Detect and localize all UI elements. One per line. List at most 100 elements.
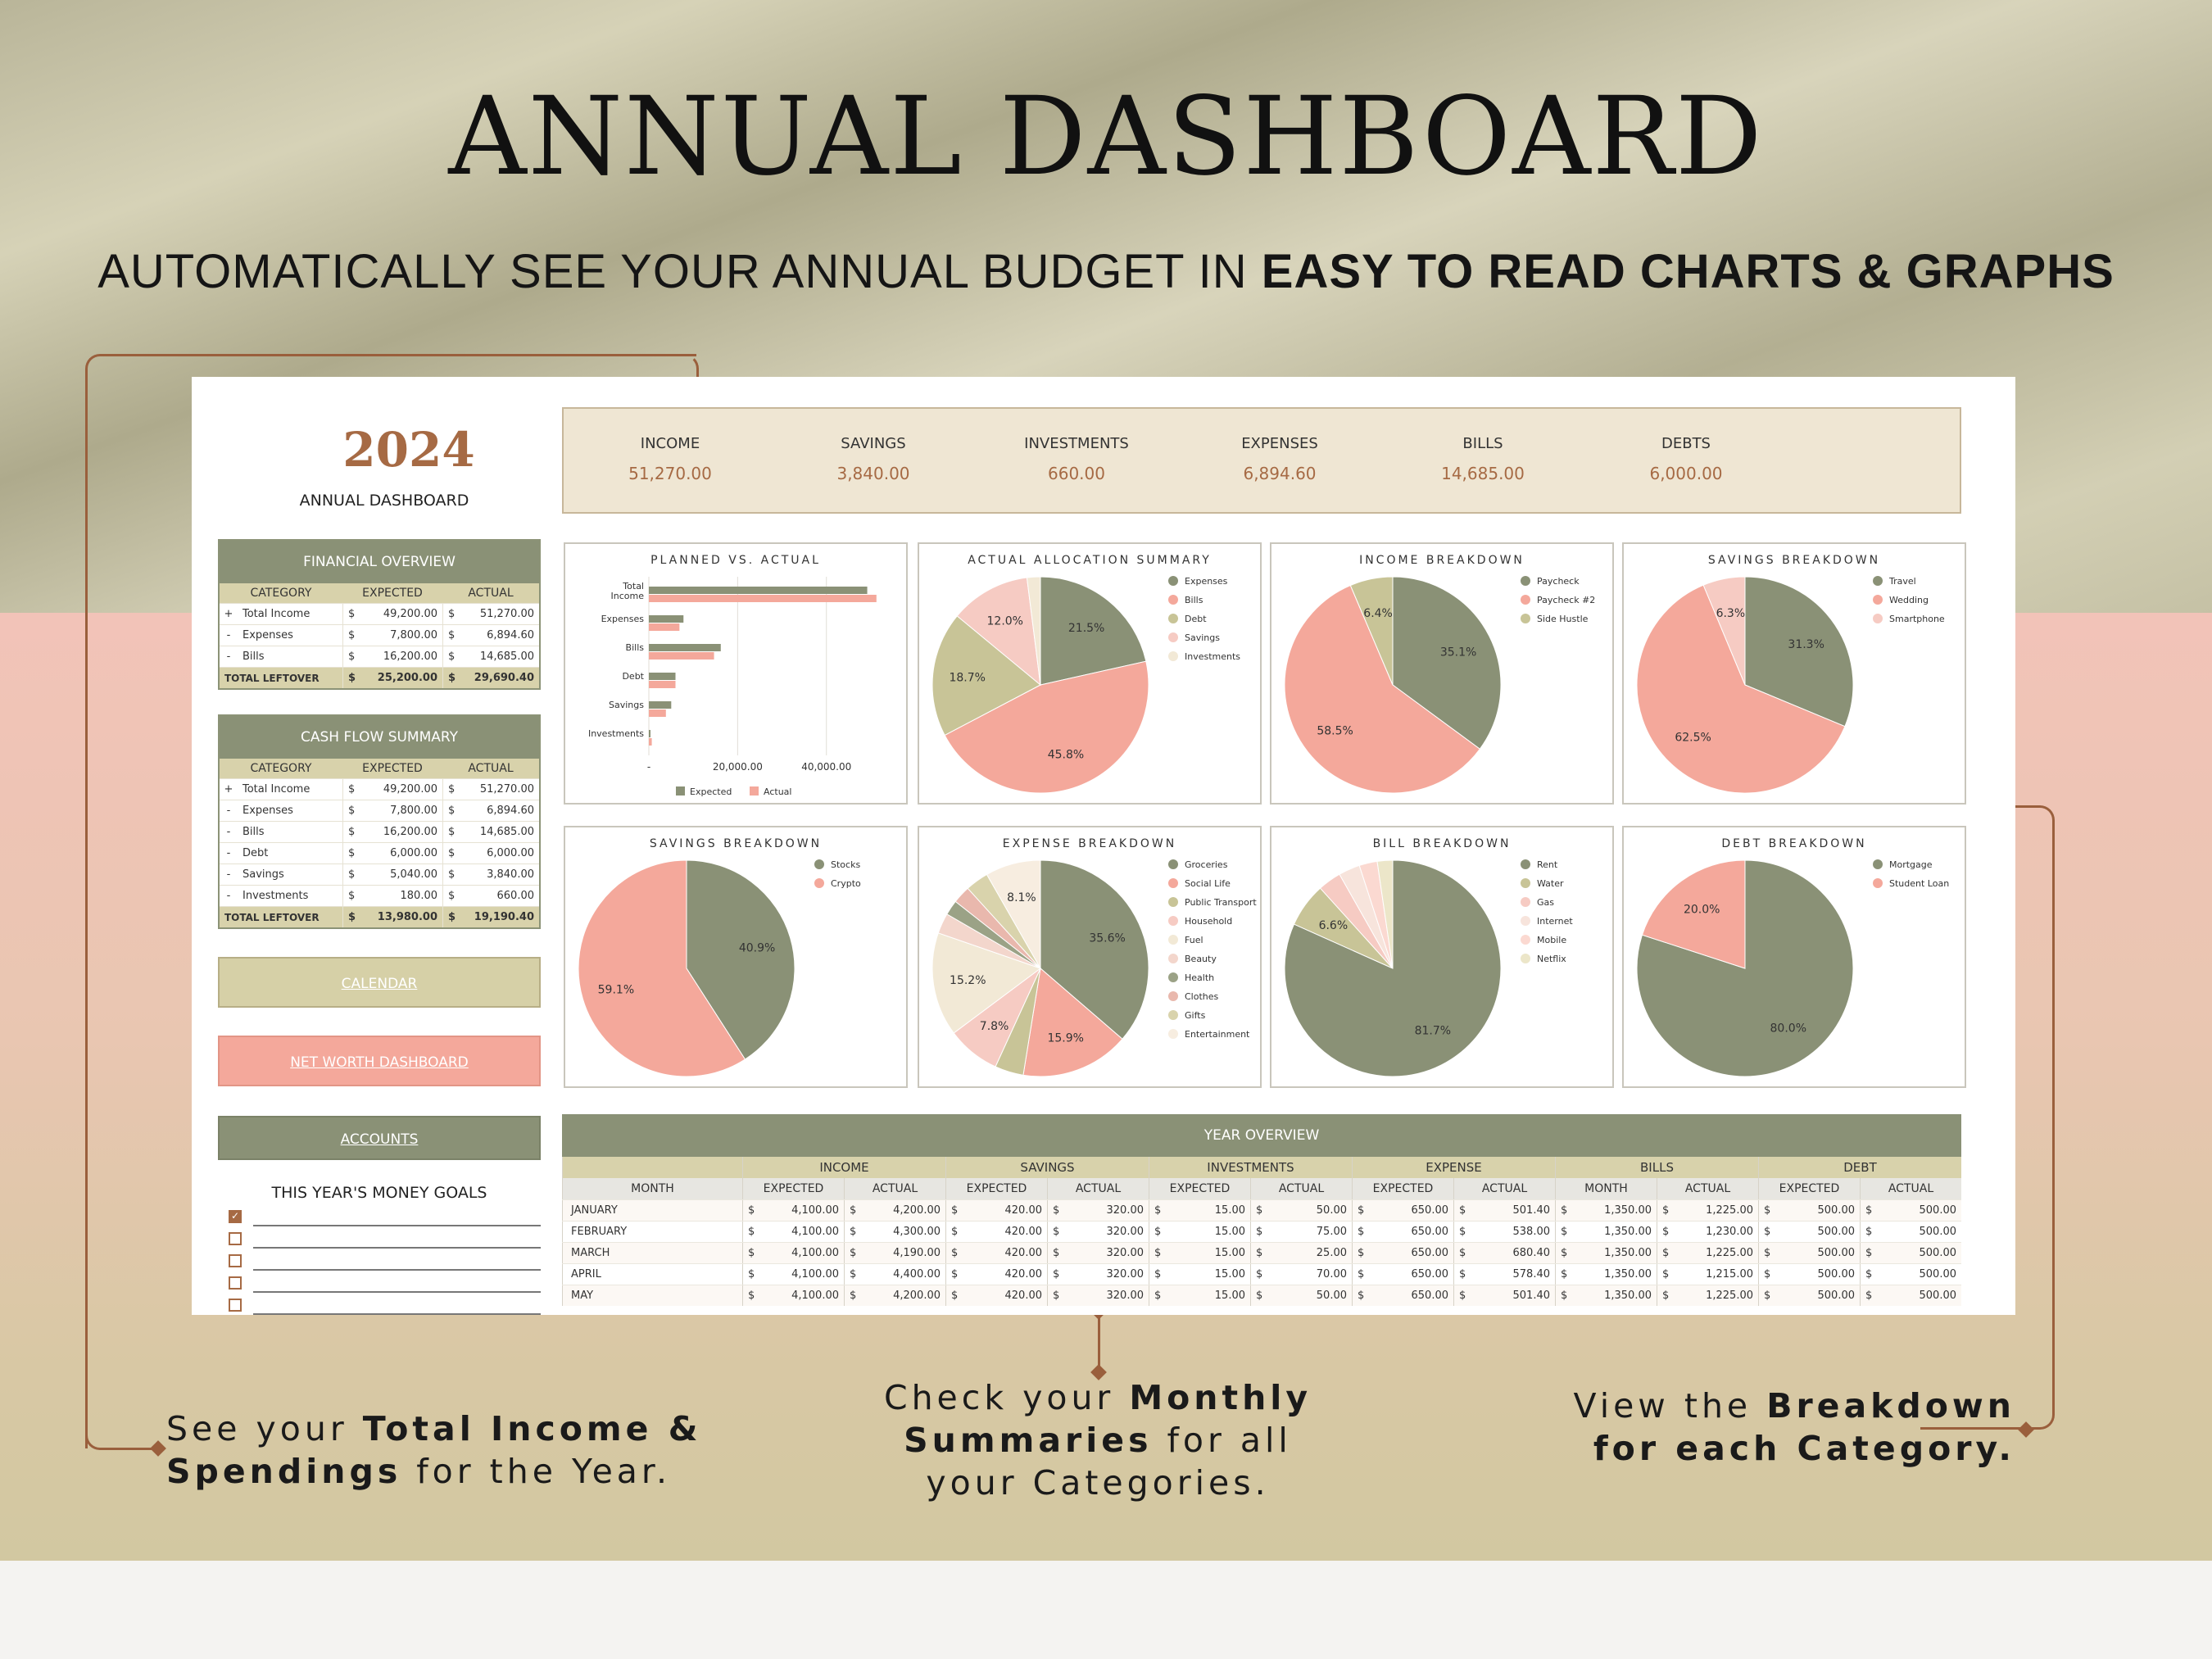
value-cell: $15.00 [1149, 1200, 1250, 1221]
expected-cell: $180.00 [342, 886, 442, 906]
actual-value: 660.00 [496, 890, 535, 902]
actual-cell: $14,685.00 [442, 822, 539, 842]
pie-slice [1349, 576, 1394, 686]
goal-line [229, 1208, 541, 1228]
currency-symbol: $ [1561, 1204, 1568, 1217]
goal-input-line[interactable] [253, 1291, 541, 1293]
summary-label: BILLS [1462, 435, 1503, 452]
legend-label: Savings [1185, 632, 1220, 643]
actual-value: 51,270.00 [479, 783, 534, 796]
currency-symbol: $ [1764, 1290, 1771, 1302]
pie-slice [1040, 859, 1149, 1040]
cell-value: 650.00 [1411, 1268, 1449, 1281]
pie-data-label: 6.4% [1363, 607, 1393, 620]
cell-value: 500.00 [1919, 1226, 1957, 1238]
currency-symbol: $ [1764, 1247, 1771, 1259]
chart-card-planned-vs-actual: PLANNED VS. ACTUAL - 20,000.00 40,000.00 To… [564, 542, 908, 805]
goal-checkbox[interactable] [229, 1232, 242, 1245]
actual-value: 3,840.00 [487, 868, 534, 881]
goal-input-line[interactable] [253, 1269, 541, 1271]
legend-swatch [750, 786, 759, 796]
currency-symbol: $ [1459, 1204, 1466, 1217]
currency-symbol: $ [1358, 1290, 1365, 1302]
legend-label: Groceries [1185, 859, 1228, 870]
subcolumn-header: ACTUAL [844, 1178, 945, 1199]
currency-symbol: $ [1561, 1226, 1568, 1238]
chart-title: SAVINGS BREAKDOWN [1707, 554, 1881, 567]
currency-symbol: $ [1358, 1247, 1365, 1259]
legend-swatch [1873, 576, 1883, 586]
goal-checkbox[interactable] [229, 1254, 242, 1267]
actual-value: 6,894.60 [487, 805, 534, 817]
currency-symbol: $ [448, 783, 456, 796]
currency-symbol: $ [1662, 1247, 1670, 1259]
currency-symbol: $ [348, 805, 356, 817]
chart-svg: 35.1% 58.5% 6.4% Paycheck Paycheck #2 Side Hu… [1284, 576, 1595, 794]
net-worth-dashboard-link[interactable]: NET WORTH DASHBOARD [218, 1036, 541, 1086]
goal-input-line[interactable] [253, 1313, 541, 1315]
actual-cell: $51,270.00 [442, 779, 539, 800]
legend-label: Student Loan [1889, 878, 1949, 889]
legend-swatch [1168, 954, 1178, 963]
bar-actual [649, 738, 652, 746]
expected-cell: $16,200.00 [342, 646, 442, 667]
table-header: CATEGORY EXPECTED ACTUAL [220, 759, 539, 778]
pie-data-label: 12.0% [987, 614, 1023, 628]
goal-checkbox[interactable] [229, 1210, 242, 1223]
goal-input-line[interactable] [253, 1247, 541, 1249]
pie-data-label: 18.7% [949, 672, 985, 685]
value-cell: $4,400.00 [844, 1264, 945, 1285]
summary-bar: INCOME 51,270.00 SAVINGS 3,840.00 INVEST… [562, 407, 1961, 514]
value-cell: $70.00 [1250, 1264, 1352, 1285]
total-expected-cell: $25,200.00 [342, 668, 442, 688]
row-category: Expenses [243, 629, 293, 641]
subcolumn-header: EXPECTED [742, 1178, 844, 1199]
table-title: CASH FLOW SUMMARY [220, 716, 539, 759]
pie-data-label: 31.3% [1788, 638, 1824, 651]
currency-symbol: $ [850, 1247, 857, 1259]
table-row: + Total Income $49,200.00 $51,270.00 [220, 603, 539, 624]
goal-input-line[interactable] [253, 1225, 541, 1226]
currency-symbol: $ [850, 1226, 857, 1238]
currency-symbol: $ [348, 672, 356, 684]
cell-value: 4,100.00 [791, 1247, 839, 1259]
currency-symbol: $ [1459, 1268, 1466, 1281]
currency-symbol: $ [1865, 1226, 1873, 1238]
calendar-link[interactable]: CALENDAR [218, 957, 541, 1008]
cell-value: 501.40 [1512, 1290, 1551, 1302]
value-cell: $1,225.00 [1657, 1243, 1758, 1263]
legend-swatch [1168, 632, 1178, 642]
year-overview-table: YEAR OVERVIEW INCOME SAVINGS INVESTMENTS EXP… [562, 1114, 1961, 1315]
legend-swatch [1168, 595, 1178, 605]
value-cell: $650.00 [1352, 1285, 1453, 1306]
bar-actual [649, 709, 666, 717]
accounts-link[interactable]: ACCOUNTS [218, 1116, 541, 1160]
x-tick-label: 40,000.00 [801, 761, 851, 773]
legend-label: Paycheck #2 [1537, 595, 1595, 605]
value-cell: $320.00 [1047, 1264, 1149, 1285]
goal-checkbox[interactable] [229, 1276, 242, 1290]
pie-data-label: 81.7% [1415, 1024, 1451, 1037]
value-cell: $4,190.00 [844, 1243, 945, 1263]
summary-value: 3,840.00 [836, 464, 910, 483]
currency-symbol: $ [448, 847, 456, 859]
row-category: Total Income [243, 783, 310, 796]
cell-value: 500.00 [1817, 1268, 1856, 1281]
legend-label: Actual [764, 786, 791, 797]
legend-swatch [1168, 991, 1178, 1001]
currency-symbol: $ [951, 1247, 959, 1259]
dashboard-screenshot: 2024 ANNUAL DASHBOARD INCOME 51,270.00 S… [192, 377, 2015, 1315]
row-sign: - [226, 650, 231, 663]
row-category: Total Income [243, 608, 310, 620]
actual-cell: $3,840.00 [442, 864, 539, 885]
summary-income: INCOME 51,270.00 [580, 435, 760, 483]
bar-actual [649, 623, 680, 631]
pie-data-label: 7.8% [980, 1020, 1009, 1033]
currency-symbol: $ [1662, 1268, 1670, 1281]
legend-label: Mortgage [1889, 859, 1933, 870]
cell-value: 420.00 [1004, 1268, 1043, 1281]
expected-cell: $7,800.00 [342, 625, 442, 646]
value-cell: $4,100.00 [742, 1264, 844, 1285]
value-cell: $1,215.00 [1657, 1264, 1758, 1285]
goal-checkbox[interactable] [229, 1299, 242, 1312]
